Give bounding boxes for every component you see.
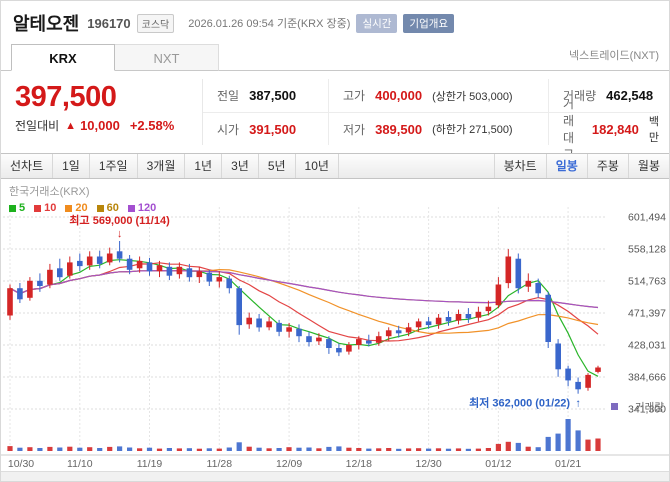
lower-limit-label: (하한가 271,500) bbox=[432, 124, 513, 136]
price-section: 397,500 전일대비 ▲ 10,000 +2.58% 전일 387,500 … bbox=[1, 71, 669, 162]
candles-layer bbox=[7, 241, 601, 394]
price-summary-table: 전일 387,500 고가 400,000 (상한가 503,000) 거래량 … bbox=[203, 79, 659, 162]
svg-text:12/18: 12/18 bbox=[346, 458, 372, 470]
high-label: 고가 bbox=[343, 89, 366, 103]
page-header: 알테오젠 196170 코스닥 2026.01.26 09:54 기준(KRX … bbox=[1, 1, 669, 35]
change-amount: 10,000 bbox=[80, 118, 120, 133]
svg-text:↑: ↑ bbox=[575, 398, 581, 410]
low-value: 389,500 bbox=[375, 121, 423, 137]
volume-cell: 거래량 462,548 bbox=[548, 79, 659, 112]
svg-text:10/30: 10/30 bbox=[8, 458, 34, 470]
svg-text:471,397: 471,397 bbox=[628, 308, 666, 320]
price-change-line: 전일대비 ▲ 10,000 +2.58% bbox=[15, 117, 202, 134]
trade-amount-unit: 백만 bbox=[648, 116, 659, 144]
low-annotation: 최저 362,000 (01/22) ↑ bbox=[469, 396, 581, 410]
svg-text:12/09: 12/09 bbox=[276, 458, 302, 470]
prev-close-cell: 전일 387,500 bbox=[203, 79, 328, 112]
stock-code: 196170 bbox=[87, 15, 131, 31]
svg-text:601,494: 601,494 bbox=[628, 212, 666, 224]
chart-legend: 한국거래소(KRX) 5 10 20 60 120 bbox=[9, 183, 156, 214]
svg-text:558,128: 558,128 bbox=[628, 244, 666, 256]
low-label: 저가 bbox=[343, 122, 366, 137]
svg-text:12/30: 12/30 bbox=[415, 458, 441, 470]
chart-type-button[interactable]: 월봉 bbox=[627, 154, 669, 178]
quote-timestamp: 2026.01.26 09:54 기준(KRX 장중) bbox=[188, 18, 351, 30]
exchange-tabs: KRX NXT 넥스트레이드(NXT) bbox=[1, 43, 669, 71]
chart-period-button[interactable]: 1년 bbox=[185, 154, 223, 178]
market-badge: 코스닥 bbox=[136, 13, 175, 33]
ma-legend-item: 5 bbox=[9, 202, 25, 214]
svg-text:428,031: 428,031 bbox=[628, 340, 666, 352]
svg-text:거래량: 거래량 bbox=[635, 402, 664, 414]
svg-text:341,300: 341,300 bbox=[628, 404, 666, 416]
open-value: 391,500 bbox=[249, 121, 297, 137]
svg-text:11/28: 11/28 bbox=[207, 458, 233, 470]
stock-name: 알테오젠 bbox=[13, 14, 80, 34]
exchange-label: 한국거래소(KRX) bbox=[9, 186, 90, 198]
ma-legend-item: 120 bbox=[127, 202, 156, 214]
high-price-cell: 고가 400,000 (상한가 503,000) bbox=[328, 79, 548, 112]
chart-period-group: 선차트 1일 1주일 3개월 1년 3년 5년 10년 bbox=[1, 154, 339, 178]
volume-label: 거래량 bbox=[563, 89, 597, 103]
ma-legend-item: 20 bbox=[65, 202, 88, 214]
open-price-cell: 시가 391,500 bbox=[203, 112, 328, 145]
chart-period-button[interactable]: 3개월 bbox=[138, 154, 186, 178]
company-overview-button[interactable]: 기업개요 bbox=[403, 13, 455, 33]
realtime-badge: 실시간 bbox=[356, 13, 398, 33]
svg-text:↓: ↓ bbox=[117, 228, 123, 240]
chart-area: 601,494 558,128 514,763 471,397 428,031 384,6… bbox=[1, 179, 669, 471]
ma-legend-item: 60 bbox=[96, 202, 119, 214]
svg-text:11/10: 11/10 bbox=[67, 458, 93, 470]
volume-layer bbox=[7, 419, 601, 451]
svg-text:11/19: 11/19 bbox=[137, 458, 163, 470]
change-label: 전일대비 bbox=[15, 119, 60, 133]
current-price: 397,500 bbox=[15, 81, 117, 113]
grid-layer: 601,494 558,128 514,763 471,397 428,031 384,6… bbox=[1, 207, 669, 470]
chart-period-button[interactable]: 3년 bbox=[222, 154, 259, 178]
chart-toolbar: 선차트 1일 1주일 3개월 1년 3년 5년 10년 봉차트 일봉 주봉 월봉 bbox=[1, 153, 669, 179]
svg-text:01/12: 01/12 bbox=[485, 458, 511, 470]
change-percent: +2.58% bbox=[129, 118, 175, 133]
chart-period-button[interactable]: 선차트 bbox=[1, 154, 54, 178]
upper-limit-label: (상한가 503,000) bbox=[432, 90, 513, 103]
low-price-cell: 저가 389,500 (하한가 271,500) bbox=[328, 112, 548, 145]
svg-text:514,763: 514,763 bbox=[628, 276, 666, 288]
chart-period-button[interactable]: 10년 bbox=[296, 154, 339, 178]
svg-text:384,666: 384,666 bbox=[628, 372, 666, 384]
ma-legend-item: 10 bbox=[34, 202, 56, 214]
trade-amount-cell: 거래대금 182,840 백만 bbox=[548, 97, 659, 162]
chart-period-button[interactable]: 1일 bbox=[53, 154, 90, 178]
tab-nxt[interactable]: NXT bbox=[115, 44, 219, 71]
chart-type-button[interactable]: 주봉 bbox=[586, 154, 628, 178]
page-bottom-strip bbox=[1, 471, 669, 481]
chart-type-button[interactable]: 봉차트 bbox=[493, 154, 546, 178]
chart-period-button[interactable]: 1주일 bbox=[90, 154, 138, 178]
candlestick-chart: 601,494 558,128 514,763 471,397 428,031 384,6… bbox=[1, 207, 669, 470]
svg-text:01/21: 01/21 bbox=[555, 458, 581, 470]
volume-value: 462,548 bbox=[606, 88, 654, 103]
high-value: 400,000 bbox=[375, 88, 423, 103]
volume-sublabel: 거래량 bbox=[611, 402, 664, 414]
up-arrow-icon: ▲ bbox=[65, 119, 77, 132]
prev-close-value: 387,500 bbox=[249, 88, 297, 103]
chart-type-button[interactable]: 일봉 bbox=[545, 154, 587, 178]
high-annotation: 최고 569,000 (11/14)↓ bbox=[69, 213, 170, 240]
ma-legend: 5 10 20 60 120 bbox=[9, 202, 156, 214]
svg-text:최저 362,000 (01/22): 최저 362,000 (01/22) bbox=[469, 396, 570, 410]
chart-type-group: 봉차트 일봉 주봉 월봉 bbox=[493, 154, 669, 178]
chart-period-button[interactable]: 5년 bbox=[259, 154, 296, 178]
trade-amount-value: 182,840 bbox=[591, 121, 639, 137]
nextrade-label: 넥스트레이드(NXT) bbox=[568, 50, 659, 62]
prev-close-label: 전일 bbox=[217, 89, 240, 103]
current-price-box: 397,500 전일대비 ▲ 10,000 +2.58% bbox=[1, 79, 203, 145]
tab-krx[interactable]: KRX bbox=[11, 44, 115, 71]
open-label: 시가 bbox=[217, 122, 240, 137]
svg-text:최고 569,000 (11/14): 최고 569,000 (11/14) bbox=[69, 213, 170, 227]
